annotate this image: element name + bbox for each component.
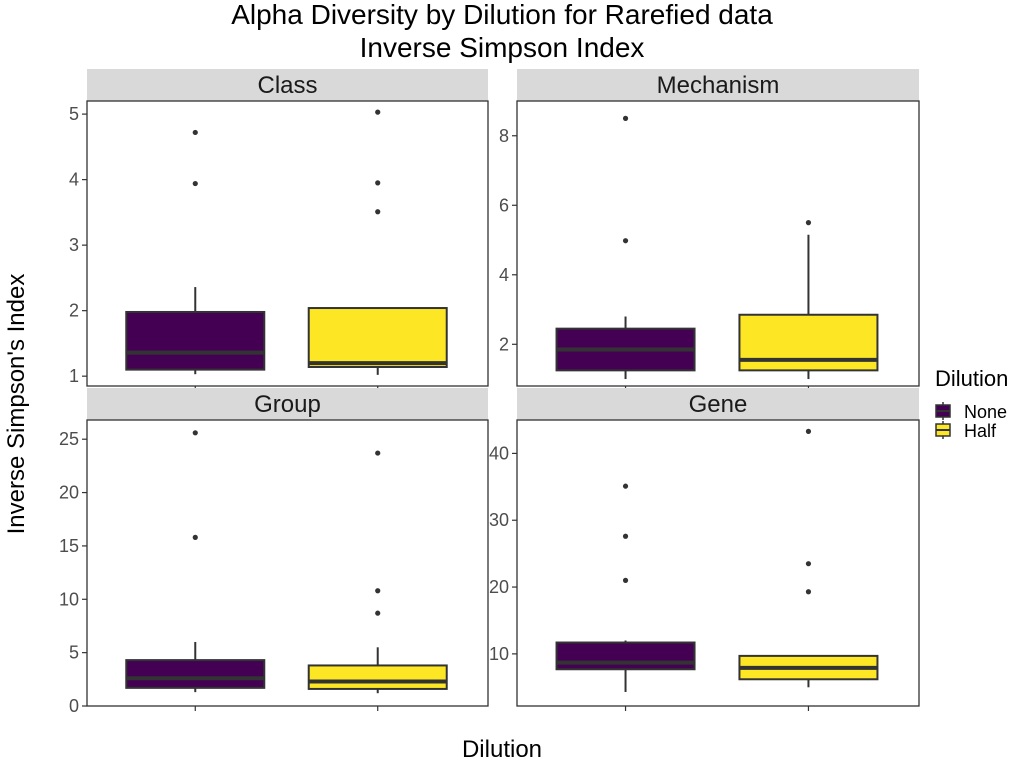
y-tick-label: 10 bbox=[489, 644, 509, 664]
box-half bbox=[738, 220, 879, 380]
box-iqr bbox=[738, 313, 879, 372]
facet-mechanism: Mechanism 2 4 6 8 bbox=[499, 69, 920, 391]
legend-label: Half bbox=[964, 421, 997, 441]
outlier-point bbox=[375, 109, 381, 115]
box-iqr bbox=[125, 659, 266, 689]
outlier-point bbox=[192, 180, 198, 187]
y-tick-label: 3 bbox=[69, 235, 79, 255]
facet-strip bbox=[517, 69, 919, 101]
y-axis-label: Inverse Simpson's Index bbox=[3, 274, 30, 535]
box-half bbox=[738, 428, 879, 688]
y-tick-label: 5 bbox=[69, 104, 79, 124]
outlier-point bbox=[375, 209, 381, 215]
y-tick-label: 2 bbox=[69, 301, 79, 321]
chart-title: Alpha Diversity by Dilution for Rarefied… bbox=[231, 0, 773, 30]
outlier-point bbox=[622, 577, 629, 583]
panel-border bbox=[516, 419, 920, 707]
outlier-point bbox=[192, 129, 198, 136]
box-none bbox=[125, 430, 266, 693]
box-none bbox=[555, 115, 696, 380]
facet-strip-label: Gene bbox=[689, 391, 748, 418]
facet-strip bbox=[87, 388, 488, 420]
facet-gene: Gene 10 20 30 40 bbox=[489, 388, 920, 711]
y-tick-label: 2 bbox=[499, 334, 509, 354]
facet-strip-label: Group bbox=[254, 391, 321, 418]
outlier-point bbox=[622, 533, 629, 539]
outlier-point bbox=[375, 588, 381, 594]
facet-class: Class 1 2 3 4 5 bbox=[69, 69, 489, 391]
y-tick-label: 40 bbox=[489, 443, 509, 463]
legend-entry-none: None bbox=[935, 402, 1007, 422]
y-tick-label: 0 bbox=[69, 696, 79, 716]
y-tick-label: 5 bbox=[69, 643, 79, 663]
legend-label: None bbox=[964, 402, 1007, 422]
box-iqr bbox=[555, 641, 696, 671]
x-axis-label: Dilution bbox=[462, 736, 542, 763]
outlier-point bbox=[375, 610, 381, 616]
facet-strip bbox=[87, 69, 488, 101]
outlier-point bbox=[622, 115, 629, 121]
y-tick-label: 25 bbox=[59, 429, 79, 449]
box-half bbox=[307, 109, 448, 375]
box-iqr bbox=[307, 664, 448, 690]
panel-border bbox=[516, 100, 920, 387]
y-tick-label: 20 bbox=[489, 577, 509, 597]
y-tick-label: 4 bbox=[69, 170, 79, 190]
facet-strip-label: Class bbox=[257, 72, 317, 99]
y-tick-label: 20 bbox=[59, 483, 79, 503]
box-half bbox=[307, 450, 448, 694]
box-iqr bbox=[125, 310, 266, 371]
outlier-point bbox=[375, 180, 381, 186]
y-tick-label: 30 bbox=[489, 510, 509, 530]
y-tick-label: 10 bbox=[59, 589, 79, 609]
outlier-point bbox=[805, 428, 812, 434]
facet-strip-label: Mechanism bbox=[657, 72, 780, 99]
outlier-point bbox=[622, 238, 629, 244]
box-none bbox=[555, 483, 696, 692]
outlier-point bbox=[805, 220, 812, 226]
y-tick-label: 1 bbox=[69, 366, 79, 386]
facets-layer: Class 1 2 3 4 5 Mechanism 2 4 6 8 Group 0 5 10 15 20 25 Ge… bbox=[59, 69, 920, 716]
outlier-point bbox=[192, 534, 198, 540]
box-iqr bbox=[307, 307, 448, 369]
chart-subtitle: Inverse Simpson Index bbox=[360, 32, 645, 63]
outlier-point bbox=[192, 430, 198, 436]
panel-border bbox=[86, 100, 489, 387]
y-tick-label: 15 bbox=[59, 536, 79, 556]
panel-border bbox=[86, 419, 489, 707]
outlier-point bbox=[805, 589, 812, 595]
outlier-point bbox=[805, 561, 812, 567]
facet-group: Group 0 5 10 15 20 25 bbox=[59, 388, 489, 716]
outlier-point bbox=[375, 450, 381, 456]
y-tick-label: 4 bbox=[499, 265, 509, 285]
legend-title: Dilution bbox=[935, 366, 1008, 391]
outlier-point bbox=[622, 483, 629, 489]
y-tick-label: 6 bbox=[499, 195, 509, 215]
box-none bbox=[125, 129, 266, 375]
y-tick-label: 8 bbox=[499, 126, 509, 146]
facet-strip bbox=[517, 388, 919, 420]
legend-entry-half: Half bbox=[935, 421, 997, 441]
